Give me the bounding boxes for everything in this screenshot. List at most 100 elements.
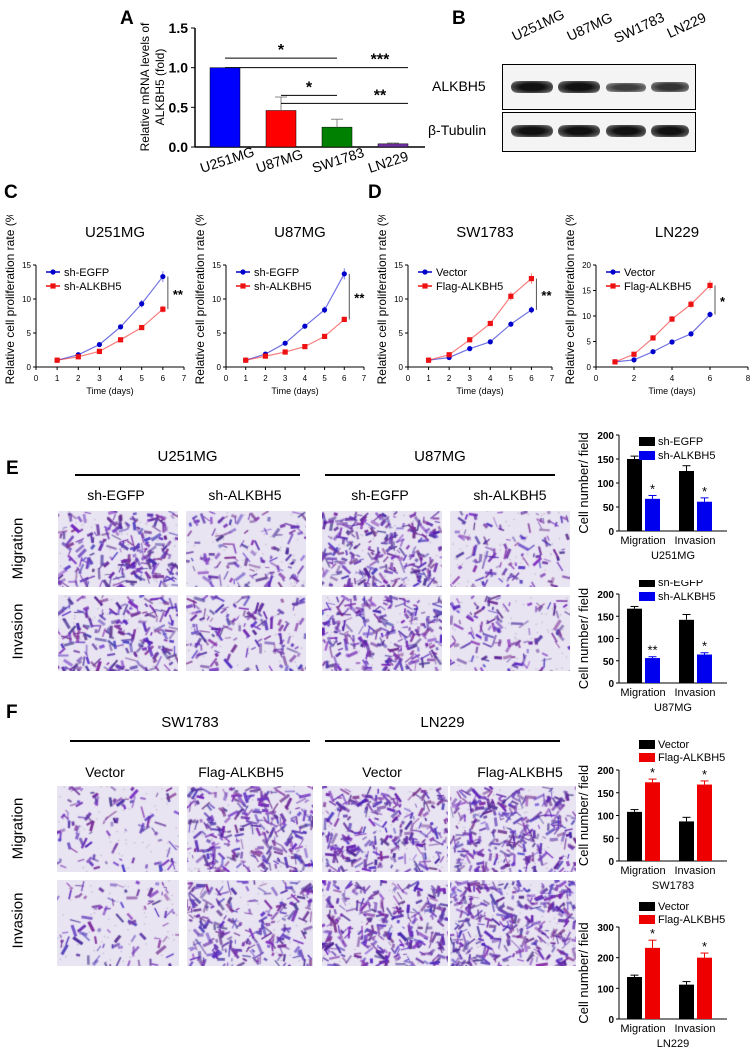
- column-label: Flag-ALKBH5: [198, 764, 284, 780]
- x-tick-label: 4: [670, 374, 675, 383]
- bar-Flag-ALKBH5-Migration: [645, 782, 660, 861]
- x-axis-label: Time (days): [86, 386, 133, 396]
- y-axis-label: Relative cell proliferation rate (%): [3, 215, 17, 384]
- x-tick-label: 2: [447, 374, 452, 383]
- chart-title: LN229: [655, 224, 699, 241]
- x-tick-label: Invasion: [675, 865, 716, 877]
- legend-swatch: [639, 578, 655, 587]
- y-tick-label: 0.5: [169, 99, 189, 115]
- significance-label: **: [354, 291, 365, 306]
- significance-label: **: [374, 87, 387, 104]
- data-point: [612, 359, 618, 365]
- legend-swatch: [639, 740, 655, 749]
- y-tick-label: 0: [587, 363, 592, 372]
- data-point: [282, 349, 288, 355]
- x-tick-label: 3: [467, 374, 472, 383]
- significance-label: *: [650, 765, 655, 780]
- group-header: LN229: [420, 714, 465, 731]
- group-header: U87MG: [414, 448, 466, 465]
- significance-label: **: [173, 287, 184, 302]
- bar: [377, 143, 409, 148]
- significance-label: **: [647, 643, 657, 658]
- data-point: [302, 323, 308, 329]
- legend-swatch: [639, 437, 655, 446]
- y-tick-label: 20: [582, 261, 591, 270]
- data-point: [341, 316, 347, 322]
- legend-label: Flag-ALKBH5: [436, 281, 503, 293]
- bar-sh-EGFP-Invasion: [679, 471, 694, 531]
- y-tick-label: 5: [217, 329, 222, 338]
- y-tick-label: 200: [597, 431, 614, 442]
- divider: [325, 740, 560, 742]
- y-tick-label: 5: [27, 329, 32, 338]
- y-tick-label: 100: [597, 984, 614, 995]
- series-line-Vector: [428, 309, 532, 361]
- legend-label: Vector: [436, 267, 468, 279]
- bar: [321, 126, 353, 148]
- blot-tubulin: [502, 112, 696, 152]
- x-tick-label: U87MG: [254, 146, 305, 176]
- x-axis-label: Time (days): [271, 386, 318, 396]
- chart-d-ln229-proliferation: LN229 Relative cell proliferation rate (%…: [560, 208, 754, 405]
- data-point: [508, 321, 514, 327]
- x-tick-label: 0: [34, 374, 39, 383]
- micrograph: [186, 595, 306, 671]
- micrograph: [322, 511, 442, 587]
- column-label: sh-ALKBH5: [473, 487, 547, 503]
- x-tick-label: 5: [322, 374, 327, 383]
- blot-row-label: β-Tubulin: [428, 122, 487, 138]
- bar-Flag-ALKBH5-Invasion: [697, 784, 712, 861]
- y-tick-label: 0: [217, 363, 222, 372]
- legend-label: sh-EGFP: [254, 267, 299, 279]
- panel-label-e: E: [6, 458, 19, 479]
- data-point: [688, 301, 694, 307]
- micrograph: [58, 595, 178, 671]
- x-tick-label: Migration: [620, 535, 665, 547]
- y-tick-label: 0: [608, 857, 614, 868]
- lane-label: U87MG: [564, 9, 615, 44]
- chart-svg: LN229 Relative cell proliferation rate (%…: [563, 208, 751, 396]
- legend-marker: [422, 269, 428, 275]
- lane-label: LN229: [664, 9, 709, 42]
- legend-marker: [50, 283, 56, 289]
- data-point: [117, 337, 124, 343]
- y-tick-label: 0.0: [169, 139, 189, 155]
- data-point: [262, 353, 269, 359]
- chart-d-sw1783-proliferation: SW1783 Relative cell proliferation rate (…: [372, 208, 558, 405]
- micrograph: [450, 511, 570, 587]
- y-tick-label: 1.5: [169, 20, 189, 36]
- divider: [325, 474, 555, 476]
- y-axis-label: Cell number/ field: [576, 588, 591, 689]
- y-tick-label: 15: [394, 261, 403, 270]
- panel-label-c: C: [4, 182, 18, 203]
- legend-label: Flag-ALKBH5: [624, 281, 691, 293]
- data-point: [96, 348, 103, 354]
- series-line-Flag-ALKBH5: [428, 278, 532, 361]
- legend-label: Vector: [658, 901, 690, 913]
- y-tick-label: 200: [597, 954, 614, 965]
- significance-label: ***: [371, 52, 390, 69]
- y-tick-label: 15: [582, 287, 591, 296]
- legend-swatch: [639, 902, 655, 911]
- x-tick-label: Invasion: [675, 687, 716, 699]
- x-tick-label: 2: [263, 374, 268, 383]
- bar-Vector-Invasion: [679, 821, 694, 861]
- micrograph: [186, 511, 306, 587]
- data-point: [321, 333, 328, 339]
- legend-label: Flag-ALKBH5: [658, 752, 725, 764]
- blot-alkbh5: [502, 64, 696, 110]
- significance-label: *: [702, 484, 707, 499]
- y-tick-label: 300: [597, 923, 614, 934]
- micrograph: [57, 880, 179, 966]
- data-point: [707, 282, 713, 288]
- lane-label: SW1783: [611, 8, 667, 46]
- data-point: [631, 357, 637, 363]
- legend-marker: [610, 283, 616, 289]
- series-line-Flag-ALKBH5: [614, 284, 711, 363]
- y-tick-label: 50: [603, 503, 615, 514]
- chart-title: SW1783: [456, 224, 514, 241]
- y-tick-label: 150: [597, 789, 614, 800]
- bar-Vector-Invasion: [679, 984, 694, 1019]
- legend-marker: [240, 283, 246, 289]
- bar-sh-ALKBH5-Invasion: [697, 501, 712, 531]
